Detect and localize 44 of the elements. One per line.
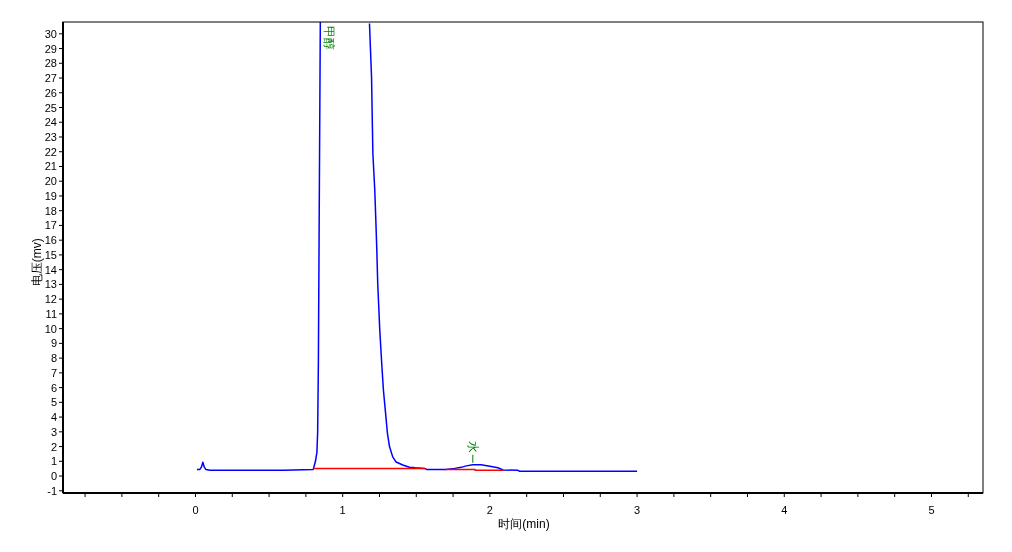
x-tick-label: 3	[634, 504, 641, 516]
y-tick-label: 15	[44, 248, 57, 261]
y-tick-label: 20	[44, 175, 57, 188]
y-tick-label: 26	[44, 86, 57, 99]
y-tick-label: 3	[50, 425, 57, 438]
line-series	[196, 22, 322, 472]
y-tick-label: 11	[45, 307, 57, 320]
y-tick-label: 7	[50, 366, 57, 379]
x-tick-label: 5	[928, 504, 935, 516]
y-tick-label: 0	[50, 470, 57, 483]
y-tick-label: 8	[50, 352, 57, 365]
x-axis-title: 时间(min)	[498, 517, 550, 531]
y-tick-label: 17	[44, 219, 57, 232]
annotation: 水	[465, 440, 480, 453]
y-tick-label: 28	[44, 57, 57, 70]
y-tick-label: 16	[44, 234, 57, 247]
line-series	[368, 22, 638, 472]
y-tick-label: 25	[44, 101, 57, 114]
y-tick-label: 23	[44, 130, 57, 143]
y-tick-label: 22	[44, 145, 57, 158]
y-tick-label: -1	[47, 484, 57, 497]
y-tick-label: 21	[44, 160, 57, 173]
y-tick-label: 27	[44, 72, 57, 85]
y-tick-label: 1	[50, 455, 57, 468]
y-tick-label: 9	[50, 337, 57, 350]
y-tick-label: 29	[44, 42, 57, 55]
x-tick-label: 1	[339, 504, 346, 516]
x-tick-label: 0	[192, 504, 199, 516]
y-tick-label: 12	[44, 293, 57, 306]
annotation: 甲醇	[322, 26, 337, 50]
y-tick-label: 10	[44, 322, 57, 335]
x-tick-label: 2	[486, 504, 493, 516]
y-tick-label: 13	[44, 278, 57, 291]
y-tick-label: 24	[44, 116, 57, 129]
y-tick-label: 6	[50, 381, 57, 394]
y-tick-label: 18	[44, 204, 57, 217]
y-tick-label: 19	[44, 189, 57, 202]
y-tick-label: 30	[44, 27, 57, 40]
y-axis-title: 电压(mv)	[30, 238, 44, 287]
x-tick-label: 4	[781, 504, 788, 516]
y-tick-label: 2	[50, 440, 57, 453]
y-tick-label: 4	[50, 411, 57, 424]
y-tick-label: 14	[44, 263, 57, 276]
y-tick-label: 5	[50, 396, 57, 409]
